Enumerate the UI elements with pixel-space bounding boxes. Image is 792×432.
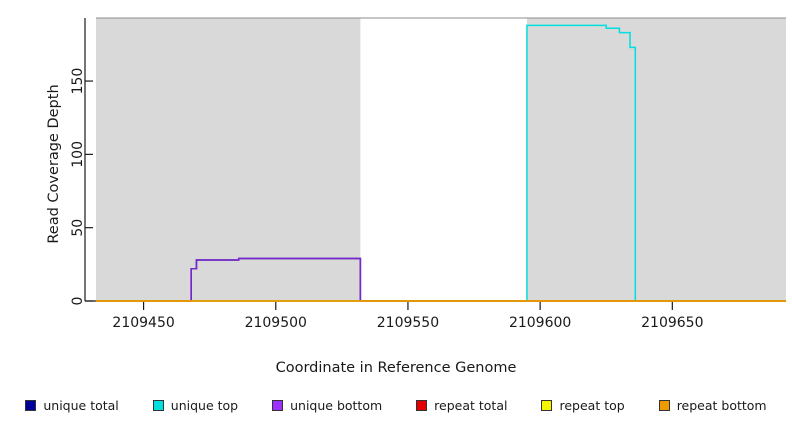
series-line-unique-bottom (96, 257, 786, 302)
x-tick-label-3: 2109600 (509, 315, 571, 331)
x-tick-label-2: 2109550 (377, 315, 439, 331)
legend-swatch-icon (658, 400, 670, 411)
legend-label: repeat total (434, 398, 508, 413)
shaded-region-1 (526, 18, 786, 301)
legend-swatch-icon (541, 400, 553, 411)
legend-item-repeat-total[interactable]: repeat total (416, 398, 507, 413)
legend-item-unique-top[interactable]: unique top (152, 398, 239, 413)
legend-item-repeat-bottom[interactable]: repeat bottom (658, 398, 767, 413)
legend-label: repeat bottom (676, 398, 767, 413)
y-tick-label-2: 100 (70, 141, 86, 168)
tick-label-group: 0 50 100 150 2109450 2109500 2109550 2109600 210… (70, 68, 704, 331)
x-tick-label-4: 2109650 (641, 315, 703, 331)
x-axis-label: Coordinate in Reference Genome (275, 360, 517, 376)
legend-swatch-icon (272, 400, 284, 411)
legend-label: unique top (170, 398, 239, 413)
legend-item-repeat-top[interactable]: repeat top (541, 398, 625, 413)
legend-label: unique bottom (290, 398, 383, 413)
legend-swatch-icon (152, 400, 164, 411)
y-tick-label-0: 0 (70, 297, 86, 306)
legend: unique total unique top unique bottom repea… (0, 398, 792, 413)
y-tick-label-1: 50 (70, 219, 86, 237)
shaded-region-group (96, 17, 786, 301)
legend-label: unique total (43, 398, 119, 413)
series-group (96, 24, 786, 302)
series-line-unique-top (96, 24, 786, 302)
legend-swatch-icon (416, 400, 428, 411)
y-tick-label-3: 150 (70, 68, 86, 95)
legend-item-unique-bottom[interactable]: unique bottom (272, 398, 382, 413)
legend-label: repeat top (559, 398, 625, 413)
legend-item-unique-total[interactable]: unique total (25, 398, 119, 413)
x-tick-label-1: 2109500 (245, 315, 307, 331)
x-tick-label-0: 2109450 (112, 315, 174, 331)
shaded-region-0 (96, 18, 361, 301)
legend-swatch-icon (25, 400, 37, 411)
